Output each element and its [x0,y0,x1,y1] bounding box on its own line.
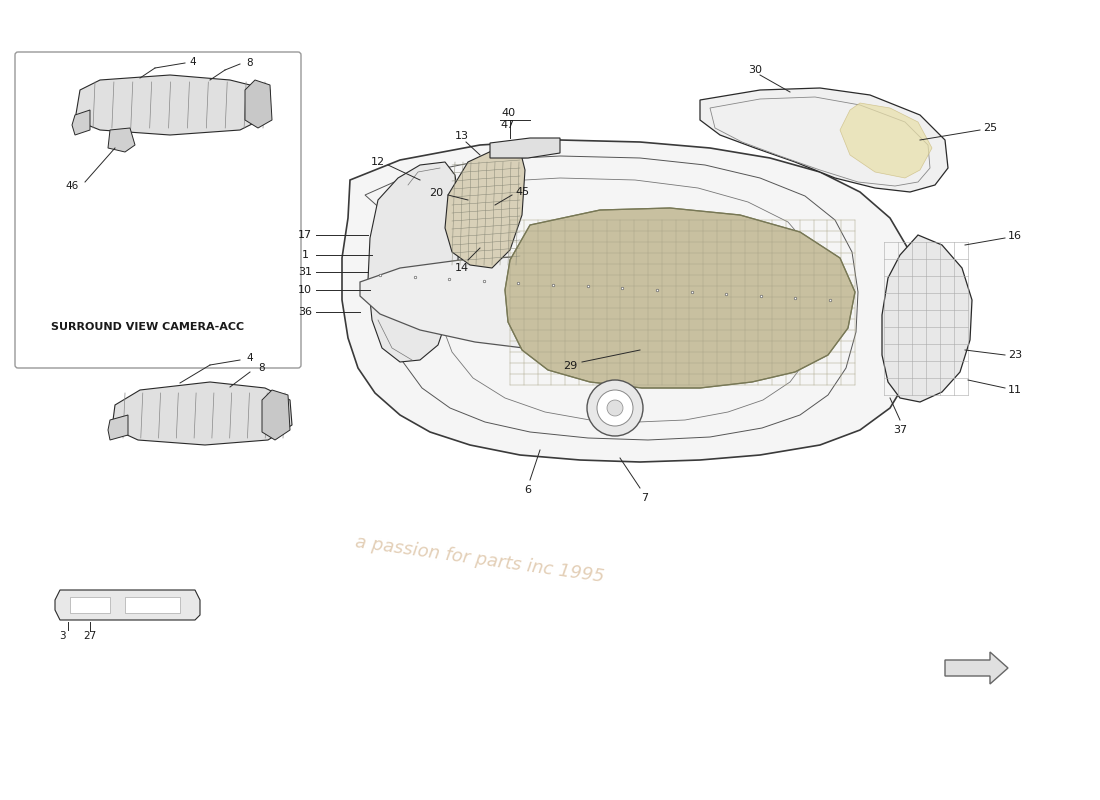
Text: 36: 36 [298,307,312,317]
Text: 8: 8 [246,58,253,68]
Text: 17: 17 [298,230,312,240]
Circle shape [587,380,643,436]
Text: a passion for parts inc 1995: a passion for parts inc 1995 [354,534,606,586]
FancyBboxPatch shape [15,52,301,368]
Text: 20: 20 [429,188,443,198]
Text: 1: 1 [301,250,308,260]
Polygon shape [882,235,972,402]
Polygon shape [70,597,110,613]
Text: 25: 25 [983,123,997,133]
Text: 10: 10 [298,285,312,295]
Text: 4: 4 [189,57,196,67]
Text: 12: 12 [371,157,385,167]
Text: 40: 40 [500,108,515,118]
Polygon shape [368,162,460,362]
Polygon shape [245,80,272,128]
Polygon shape [360,255,848,354]
Polygon shape [72,110,90,135]
Text: 23: 23 [1008,350,1022,360]
Polygon shape [446,148,525,268]
Text: 46: 46 [65,181,78,191]
Polygon shape [75,75,270,135]
Circle shape [597,390,632,426]
Polygon shape [108,415,128,440]
Text: elit: elit [471,322,690,438]
Polygon shape [840,103,932,178]
Text: 13: 13 [455,131,469,141]
Polygon shape [262,390,290,440]
Polygon shape [505,208,855,388]
Text: 8: 8 [258,363,265,373]
Text: 27: 27 [84,631,97,641]
Polygon shape [108,128,135,152]
Text: 7: 7 [641,493,649,503]
Text: 47: 47 [500,120,515,130]
Text: 6: 6 [525,485,531,495]
Polygon shape [490,138,560,158]
Text: 29: 29 [563,361,578,371]
Text: 3: 3 [58,631,65,641]
Text: 45: 45 [515,187,529,197]
Text: 4: 4 [246,353,253,363]
Polygon shape [342,140,920,462]
Text: SURROUND VIEW CAMERA-ACC: SURROUND VIEW CAMERA-ACC [52,322,244,332]
Polygon shape [112,382,292,445]
Text: 37: 37 [893,425,907,435]
Text: 30: 30 [748,65,762,75]
Text: 14: 14 [455,263,469,273]
Text: 11: 11 [1008,385,1022,395]
Text: 31: 31 [298,267,312,277]
Circle shape [607,400,623,416]
Polygon shape [125,597,180,613]
Polygon shape [945,652,1008,684]
Polygon shape [700,88,948,192]
Text: 16: 16 [1008,231,1022,241]
Polygon shape [55,590,200,620]
